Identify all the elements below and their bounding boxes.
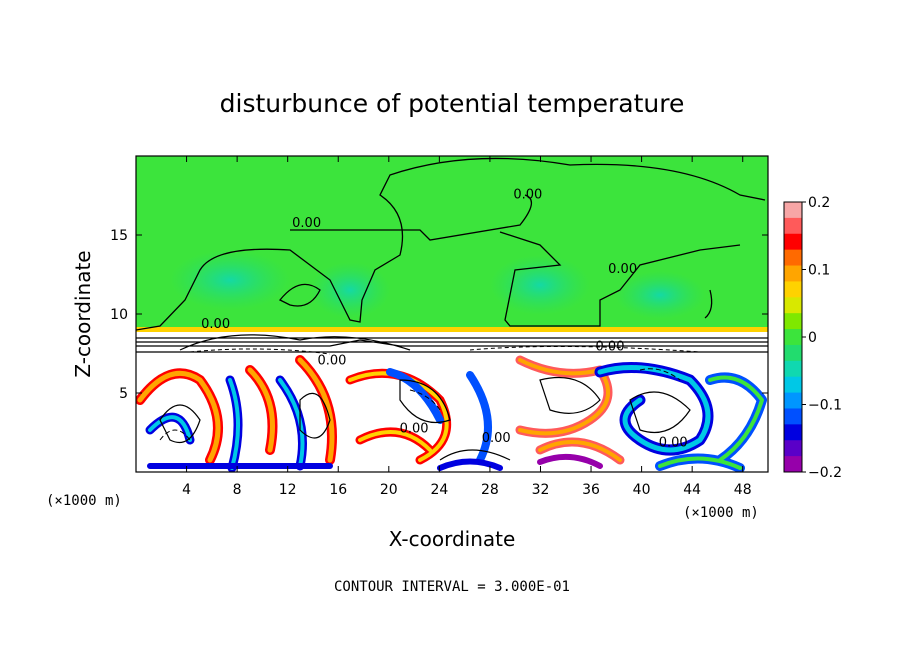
colorbar-swatch — [784, 440, 802, 457]
colorbar-swatch — [784, 408, 802, 425]
colorbar-tick-label: 0.1 — [808, 263, 830, 279]
tropopause-dashed — [189, 345, 701, 355]
x-unit-label-right: (×1000 m) — [683, 505, 759, 521]
tropopause-contours — [136, 334, 768, 353]
colorbar-tick-label: 0.2 — [808, 195, 830, 211]
colorbar: 0.2 0.1 0 −0.1 −0.2 — [783, 195, 842, 481]
colorbar-swatch — [784, 249, 802, 267]
x-tick-label: 40 — [633, 482, 651, 498]
lower-contours — [159, 376, 691, 461]
contour-label: 0.00 — [659, 436, 688, 451]
colorbar-swatch — [784, 376, 802, 394]
contour-label: 0.00 — [608, 262, 637, 277]
colorbar-swatch — [784, 265, 802, 282]
contour-label: 0.00 — [596, 339, 625, 354]
y-tick-label: 15 — [110, 228, 128, 244]
upper-cyan-patch — [490, 255, 590, 315]
y-tick-label: 5 — [119, 386, 128, 402]
upper-cyan-patch — [615, 271, 705, 319]
contour-label: 0.00 — [292, 216, 321, 231]
y-axis-title: Z-coordinate — [71, 250, 95, 377]
x-tick-label: 8 — [233, 482, 242, 498]
contour-lines — [136, 157, 766, 331]
colorbar-swatch — [784, 344, 802, 362]
upper-cyan-patch — [310, 262, 390, 318]
colorbar-swatch — [784, 233, 802, 251]
dashed-contours — [159, 368, 681, 441]
x-tick-label: 36 — [582, 482, 600, 498]
x-tick-label: 48 — [734, 482, 752, 498]
x-tick-label: 24 — [430, 482, 448, 498]
x-axis-title: X-coordinate — [389, 527, 516, 551]
colorbar-swatch — [784, 329, 802, 346]
x-unit-label-left: (×1000 m) — [46, 493, 122, 509]
contour-label: 0.00 — [317, 354, 346, 369]
colorbar-swatch — [784, 297, 802, 314]
contour-labels: 0.00 0.00 0.00 0.00 0.00 0.00 0.00 0.00 0.00 — [201, 188, 688, 451]
colorbar-tick-label: −0.2 — [808, 465, 842, 481]
x-tick-label: 12 — [279, 482, 297, 498]
x-tick-label: 32 — [532, 482, 550, 498]
upper-cyan-patch — [170, 250, 290, 310]
contour-label: 0.00 — [201, 317, 230, 332]
chart-title: disturbunce of potential temperature — [220, 89, 685, 118]
x-tick-label: 44 — [683, 482, 701, 498]
plot-area — [136, 156, 768, 472]
colorbar-tick-label: 0 — [808, 330, 817, 346]
colorbar-swatch — [784, 217, 802, 235]
eddy-field — [136, 355, 767, 472]
contour-label: 0.00 — [513, 188, 542, 203]
x-tick-label: 20 — [380, 482, 398, 498]
x-axis: 4 8 12 16 20 24 28 32 36 40 44 48 — [182, 156, 752, 498]
tropopause-yellow-band — [136, 327, 768, 332]
contour-label: 0.00 — [400, 422, 429, 437]
colorbar-tick-label: −0.1 — [808, 398, 842, 414]
colorbar-swatch — [784, 202, 802, 219]
x-tick-label: 16 — [329, 482, 347, 498]
colorbar-swatch — [784, 360, 802, 378]
colorbar-swatch — [784, 281, 802, 298]
x-tick-label: 4 — [182, 482, 191, 498]
colorbar-swatch — [784, 456, 802, 473]
colorbar-swatch — [784, 313, 802, 330]
contour-label: 0.00 — [482, 431, 511, 446]
contour-interval-note: CONTOUR INTERVAL = 3.000E-01 — [334, 579, 570, 595]
y-axis: 5 10 15 — [110, 228, 768, 402]
colorbar-swatch — [784, 392, 802, 409]
colorbar-swatch — [784, 424, 802, 441]
x-tick-label: 28 — [481, 482, 499, 498]
y-tick-label: 10 — [110, 307, 128, 323]
